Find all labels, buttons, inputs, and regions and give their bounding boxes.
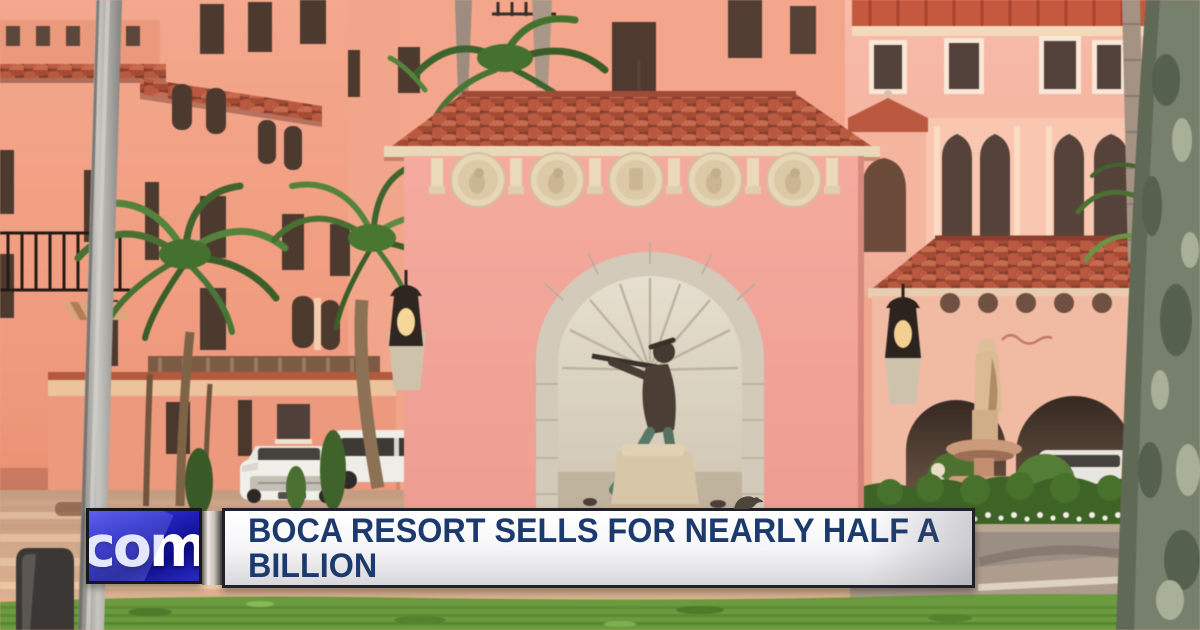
wall-lantern-left [388, 270, 426, 390]
banner-divider [202, 511, 222, 585]
bollard [16, 548, 74, 630]
grass-strip [0, 594, 1200, 630]
windows [869, 36, 1126, 94]
frieze [429, 152, 840, 208]
headline-line-1: BOCA RESORT SELLS FOR NEARLY HALF A [248, 512, 941, 550]
wall-lantern-right [884, 284, 922, 404]
oculi [940, 293, 1112, 313]
station-logo-text: com [86, 514, 202, 580]
headline-line-2: BILLION [248, 547, 378, 585]
bronze-statue [591, 337, 687, 503]
medallions [450, 152, 822, 208]
tree-trunk-right [1075, 0, 1200, 630]
gatehouse [384, 60, 922, 514]
palm-trees-mid [74, 159, 493, 516]
station-logo-box: com [86, 508, 202, 584]
white-sedan [240, 446, 340, 503]
headline-box: BOCA RESORT SELLS FOR NEARLY HALF A BILL… [222, 508, 975, 588]
headline-text: BOCA RESORT SELLS FOR NEARLY HALF A BILL… [248, 514, 940, 584]
bird-silhouette [734, 496, 763, 510]
